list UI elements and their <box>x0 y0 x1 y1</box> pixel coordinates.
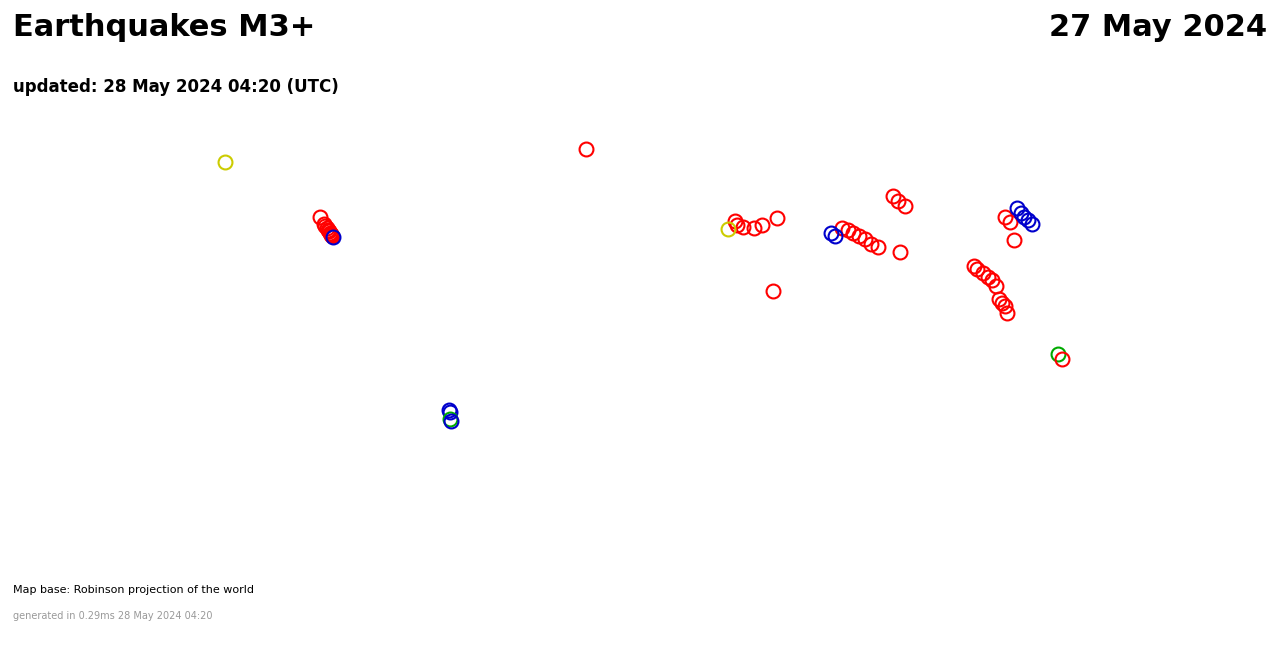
Text: updated: 28 May 2024 04:20 (UTC): updated: 28 May 2024 04:20 (UTC) <box>13 78 338 96</box>
Text: Earthquakes M3+: Earthquakes M3+ <box>13 13 315 42</box>
Text: generated in 0.29ms 28 May 2024 04:20: generated in 0.29ms 28 May 2024 04:20 <box>13 611 212 621</box>
Text: 27 May 2024: 27 May 2024 <box>1050 13 1267 42</box>
Text: Map base: Robinson projection of the world: Map base: Robinson projection of the wor… <box>13 585 253 595</box>
